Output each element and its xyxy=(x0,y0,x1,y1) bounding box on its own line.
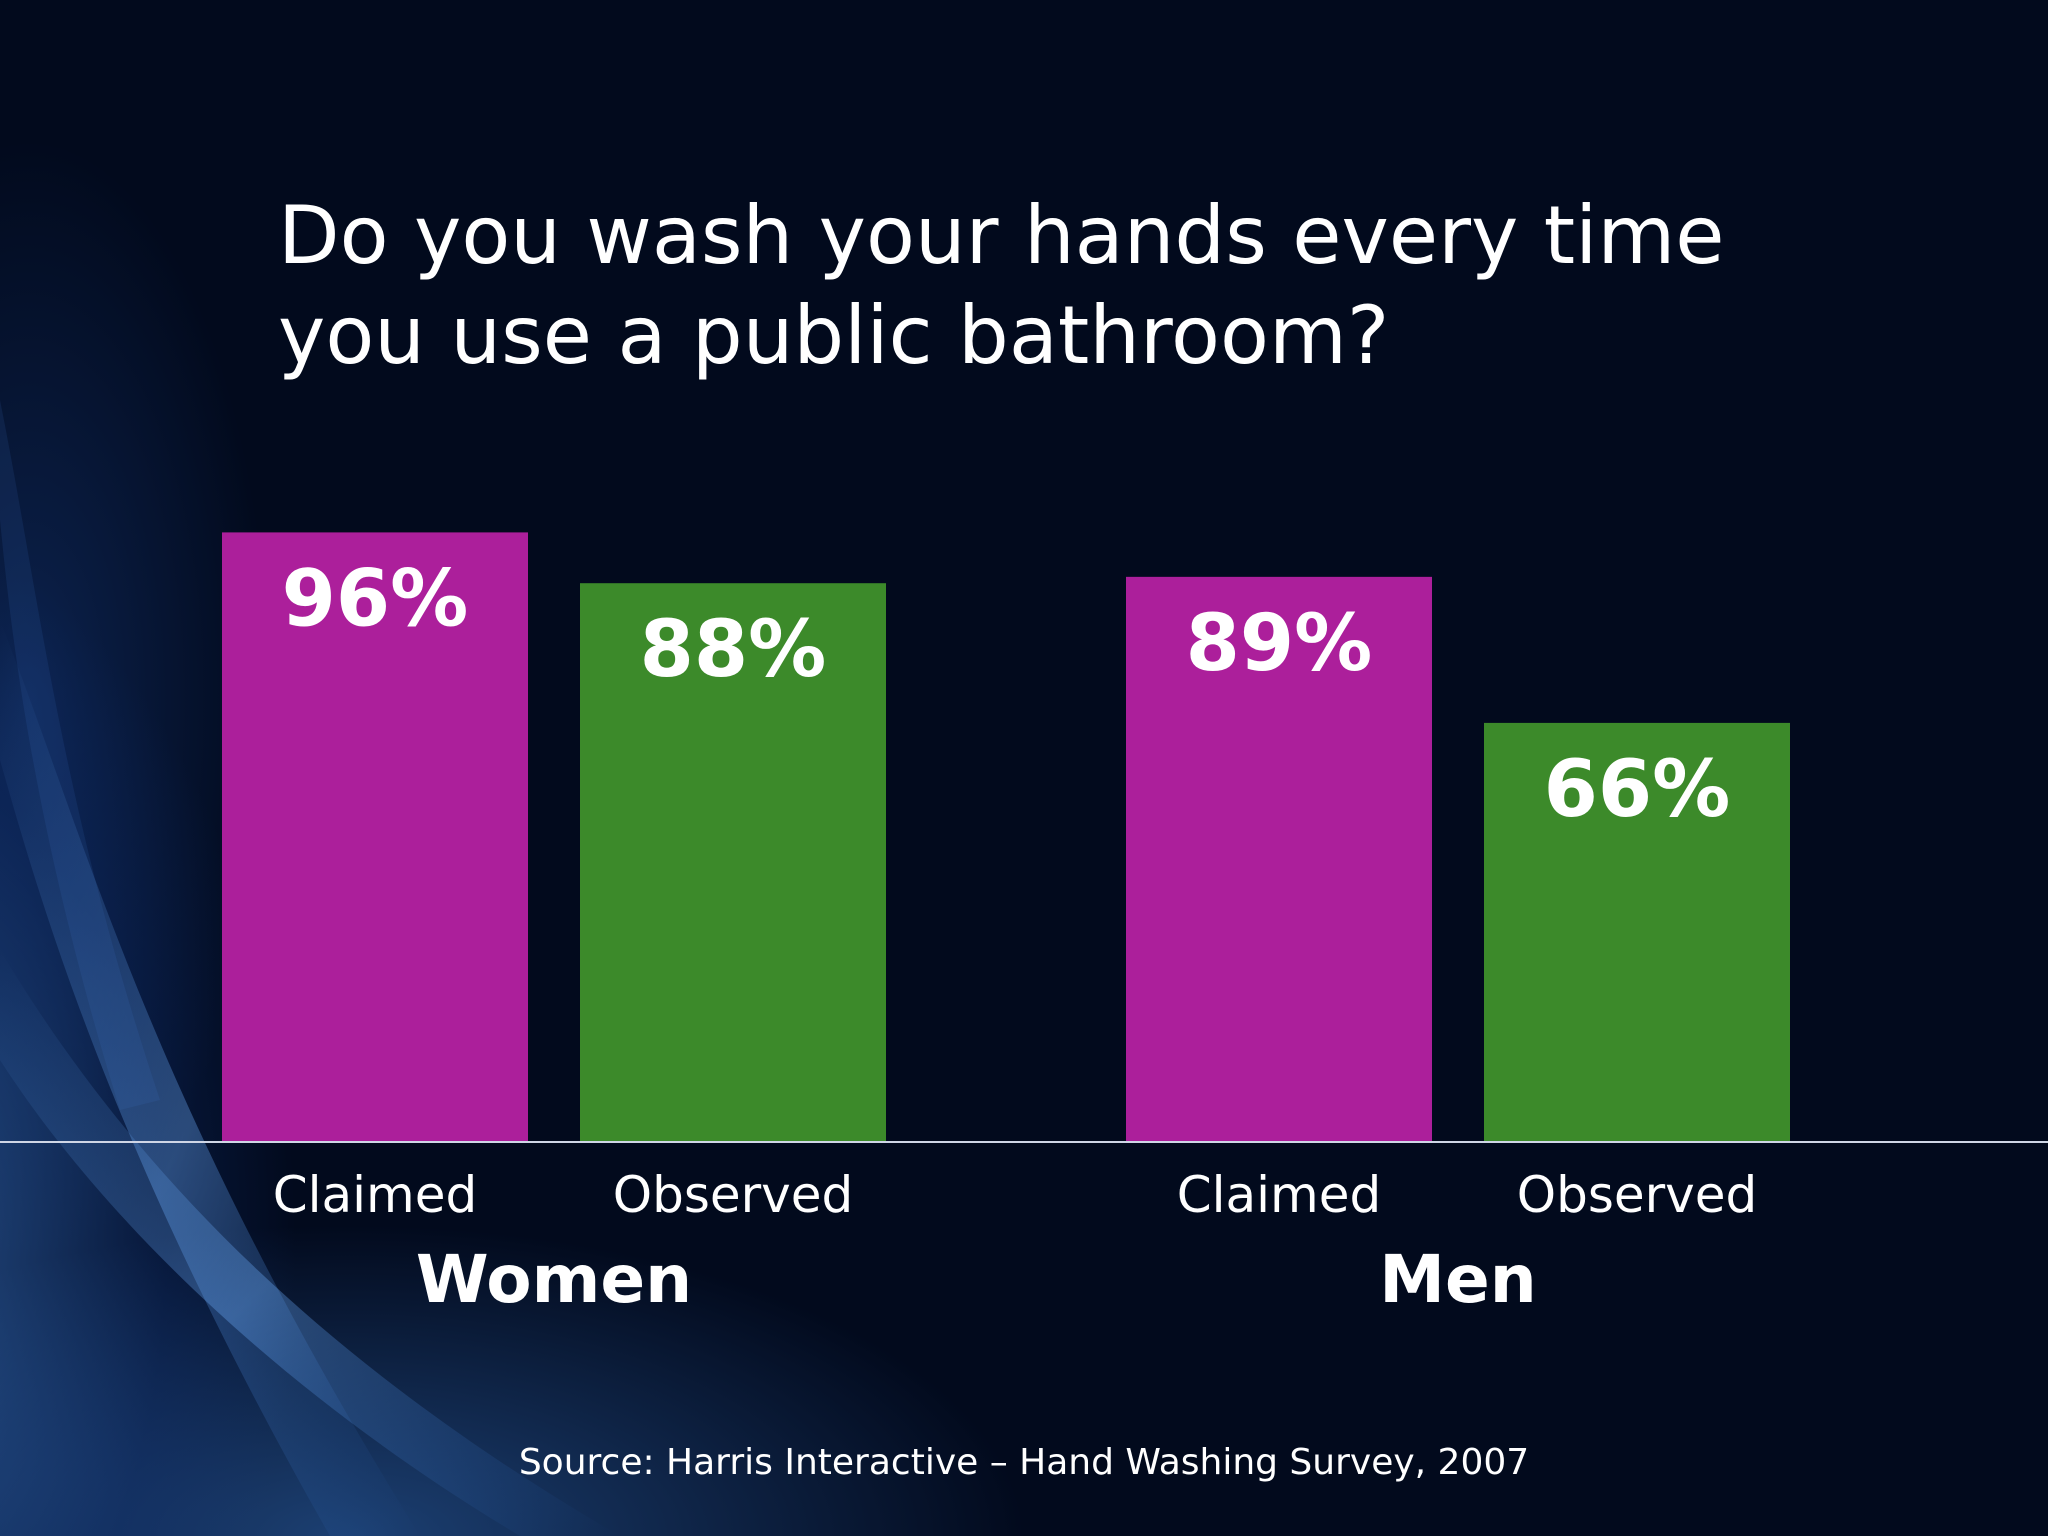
data-label-women-observed: 88% xyxy=(640,605,827,695)
category-label-men-claimed: Claimed xyxy=(1177,1166,1382,1224)
chart-title: Do you wash your hands every time you us… xyxy=(278,189,1725,382)
data-label-women-claimed: 96% xyxy=(282,554,469,644)
category-label-women-claimed: Claimed xyxy=(273,1166,478,1224)
bar-women-claimed xyxy=(222,532,528,1142)
category-label-women-observed: Observed xyxy=(613,1166,854,1224)
bar-men-observed xyxy=(1484,722,1790,1142)
data-label-men-observed: 66% xyxy=(1544,745,1731,835)
bar-men-claimed xyxy=(1126,576,1432,1142)
bar-women-observed xyxy=(580,583,886,1142)
group-label-women: Women xyxy=(416,1241,692,1318)
group-label-men: Men xyxy=(1379,1241,1536,1318)
data-label-men-claimed: 89% xyxy=(1186,599,1373,689)
source-note: Source: Harris Interactive – Hand Washin… xyxy=(518,1442,1530,1483)
category-label-men-observed: Observed xyxy=(1517,1166,1758,1224)
